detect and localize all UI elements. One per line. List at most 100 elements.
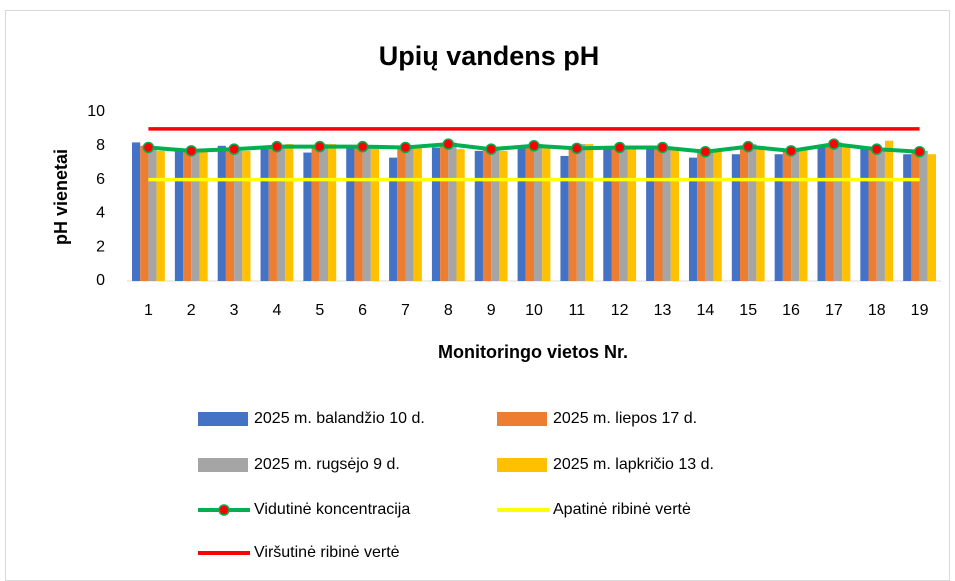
bar: [525, 145, 534, 281]
x-tick-label: 16: [782, 302, 800, 319]
marker: [142, 141, 155, 154]
y-tick-label: 0: [96, 272, 105, 289]
bar: [876, 149, 885, 281]
bar: [456, 149, 465, 281]
bar: [688, 157, 698, 281]
legend-swatch: [497, 412, 547, 426]
marker: [613, 141, 626, 154]
bar: [619, 147, 628, 281]
x-tick-label: 2: [187, 302, 196, 319]
y-tick-label: 8: [96, 137, 105, 154]
marker: [356, 140, 369, 153]
bar: [542, 145, 551, 281]
x-tick-label: 6: [358, 302, 367, 319]
legend-swatch: [497, 458, 547, 472]
bar: [627, 147, 637, 281]
marker: [571, 142, 583, 155]
marker: [528, 140, 540, 152]
bar: [413, 145, 422, 281]
bar: [748, 144, 757, 281]
y-tick-label: 10: [87, 103, 105, 120]
x-tick-label: 10: [525, 302, 543, 319]
bar: [534, 144, 543, 281]
legend-label: Apatinė ribinė vertė: [553, 501, 691, 518]
legend-swatch: [198, 412, 248, 426]
x-tick-label: 5: [315, 302, 324, 319]
bar: [825, 144, 834, 281]
bar: [740, 145, 749, 281]
marker: [485, 143, 497, 155]
bar: [303, 152, 312, 281]
legend-label: 2025 m. lapkričio 13 d.: [553, 456, 714, 473]
marker: [870, 143, 883, 155]
x-tick-label: 1: [144, 302, 153, 319]
marker: [399, 141, 412, 154]
marker: [656, 141, 669, 154]
marker: [314, 140, 326, 153]
x-tick-label: 13: [654, 302, 672, 319]
marker: [785, 145, 797, 157]
bar: [354, 145, 363, 281]
bar: [817, 147, 826, 281]
x-tick-label: 17: [825, 302, 843, 319]
bar: [174, 150, 184, 281]
x-tick-label: 7: [401, 302, 410, 319]
bar: [132, 142, 141, 281]
bar: [833, 142, 843, 281]
bar: [799, 149, 808, 281]
bar: [860, 147, 869, 281]
bar: [260, 147, 269, 281]
bar: [705, 149, 714, 281]
legend-label: 2025 m. balandžio 10 d.: [254, 410, 425, 427]
bar: [397, 147, 406, 281]
bar: [791, 149, 800, 281]
x-tick-label: 15: [739, 302, 757, 319]
bar: [919, 150, 928, 281]
marker: [742, 140, 754, 153]
bar: [756, 145, 765, 281]
bar: [911, 150, 920, 281]
bar: [440, 144, 449, 281]
bar: [903, 154, 912, 281]
bar: [217, 145, 226, 281]
marker: [185, 145, 198, 157]
bar: [225, 149, 235, 281]
bar: [370, 145, 380, 281]
x-tick-label: 8: [444, 302, 453, 319]
bar: [346, 147, 355, 281]
x-tick-label: 9: [487, 302, 496, 319]
bar: [234, 150, 243, 281]
marker: [828, 138, 840, 150]
bar: [148, 149, 157, 281]
bar: [319, 144, 328, 281]
bar: [285, 144, 294, 281]
bar: [183, 150, 192, 281]
bar: [431, 147, 441, 281]
bar: [276, 145, 286, 281]
bar: [242, 150, 251, 281]
x-axis-label: Monitoringo vietos Nr.: [438, 342, 628, 362]
bar: [448, 142, 457, 281]
y-tick-label: 6: [96, 171, 105, 188]
x-tick-label: 19: [911, 302, 929, 319]
bar: [697, 150, 706, 281]
bar: [842, 145, 851, 281]
bar: [327, 144, 337, 281]
legend-marker: [218, 504, 230, 516]
bar: [576, 144, 586, 281]
bar: [611, 147, 620, 281]
bar: [868, 149, 877, 281]
marker: [228, 143, 240, 155]
bar: [140, 145, 149, 281]
bar: [585, 144, 594, 281]
legend-label: Vidutinė koncentracija: [254, 501, 410, 518]
x-tick-label: 4: [272, 302, 281, 319]
y-tick-label: 4: [96, 205, 105, 222]
y-axis-label: pH vienetai: [51, 149, 71, 245]
chart-border: [5, 10, 950, 581]
bar: [568, 147, 577, 281]
legend-label: 2025 m. rugsėjo 9 d.: [254, 456, 400, 473]
chart-title: Upių vandens pH: [379, 41, 600, 71]
bar: [311, 145, 320, 281]
